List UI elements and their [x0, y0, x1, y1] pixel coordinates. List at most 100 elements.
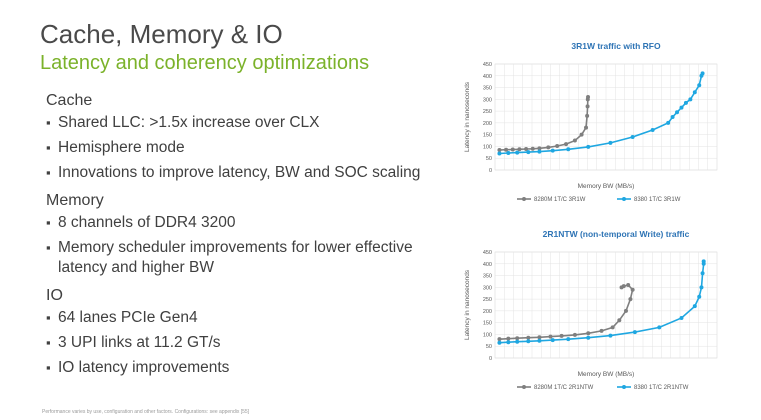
chart-2r1ntw-y-tick-label: 150 [483, 321, 492, 327]
slide-subtitle: Latency and coherency optimizations [40, 52, 370, 74]
chart-3r1w-data-point [697, 83, 702, 88]
chart-2r1ntw-data-point [657, 325, 662, 330]
chart-2r1ntw-data-point [550, 338, 555, 343]
chart-3r1w-y-tick-label: 100 [483, 144, 492, 150]
chart-3r1w-y-tick-label: 200 [483, 121, 492, 127]
chart-3r1w-x-axis-label: Memory BW (MB/s) [578, 183, 635, 190]
chart-2r1ntw-data-point [692, 304, 697, 309]
chart-2r1ntw-data-point [586, 331, 591, 336]
chart-3r1w-data-point [579, 132, 584, 137]
chart-3r1w-data-point [515, 150, 520, 155]
chart-2r1ntw-data-point [586, 335, 591, 340]
chart-3r1w-legend-entry-1: 8380 1T/C 3R1W [634, 197, 681, 203]
chart-2r1ntw-data-point [559, 333, 564, 338]
bullet-item: 8 channels of DDR4 3200 [46, 213, 426, 233]
chart-3r1w-y-tick-label: 250 [483, 109, 492, 115]
chart-2r1ntw-data-point [619, 285, 624, 290]
chart-3r1w-y-tick-label: 150 [483, 133, 492, 139]
chart-2r1ntw-data-point [699, 285, 704, 290]
chart-3r1w-legend-entry-0: 8280M 1T/C 3R1W [534, 197, 586, 203]
chart-2r1ntw-data-point [506, 340, 511, 345]
chart-2r1ntw-legend-entry-1: 8380 1T/C 2R1NTW [634, 385, 689, 391]
chart-2r1ntw: 2R1NTW (non-temporal Write) traffic 0 50 10… [445, 224, 735, 391]
chart-2r1ntw-y-tick-label: 300 [483, 285, 492, 291]
chart-2r1ntw-y-tick-label: 250 [483, 297, 492, 303]
chart-2r1ntw-data-point [515, 339, 520, 344]
chart-2r1ntw-data-point [626, 282, 631, 287]
chart-2r1ntw-data-point [537, 338, 542, 343]
chart-3r1w-y-axis-label: Latency in nanoseconds [464, 81, 471, 152]
chart-3r1w-data-point [526, 150, 531, 155]
chart-3r1w-data-point [586, 144, 591, 149]
chart-3r1w-data-point [584, 125, 589, 130]
chart-2r1ntw-data-point [572, 332, 577, 337]
chart-3r1w-legend-marker-1 [622, 197, 626, 201]
chart-3r1w-data-point [497, 147, 502, 152]
chart-3r1w-data-point [530, 146, 535, 151]
chart-2r1ntw-y-tick-label: 400 [483, 262, 492, 268]
chart-3r1w-data-point [524, 147, 529, 152]
chart-3r1w-data-point [510, 147, 515, 152]
chart-3r1w-svg: 3R1W traffic with RFO 0 50 100 150 200 250 300 3… [464, 41, 718, 203]
chart-3r1w-data-point [692, 90, 697, 95]
chart-3r1w-legend-marker-0 [522, 197, 526, 201]
chart-3r1w-y-tick-label: 0 [489, 168, 492, 174]
bullet-item: 3 UPI links at 11.2 GT/s [46, 333, 426, 353]
chart-2r1ntw-data-point [497, 340, 502, 345]
chart-2r1ntw-legend-marker-1 [622, 385, 626, 389]
chart-2r1ntw-y-tick-label: 50 [486, 344, 492, 350]
chart-2r1ntw-data-point [628, 297, 633, 302]
chart-3r1w-data-point [506, 151, 511, 156]
chart-3r1w-data-point [650, 127, 655, 132]
chart-3r1w-data-point [564, 142, 569, 147]
chart-2r1ntw-data-point [632, 330, 637, 335]
chart-3r1w-data-point [504, 147, 509, 152]
chart-2r1ntw-data-point [506, 336, 511, 341]
chart-2r1ntw-data-point [623, 308, 628, 313]
chart-3r1w: 3R1W traffic with RFO 0 50 100 150 200 250 300 3… [445, 36, 735, 203]
chart-3r1w-title: 3R1W traffic with RFO [571, 41, 661, 51]
chart-3r1w-data-point [675, 110, 680, 115]
chart-2r1ntw-data-point [610, 325, 615, 330]
chart-3r1w-data-point [683, 100, 688, 105]
chart-2r1ntw-data-point [526, 335, 531, 340]
chart-3r1w-y-tick-label: 50 [486, 156, 492, 162]
slide-title: Cache, Memory & IO [40, 19, 283, 49]
chart-3r1w-data-point [688, 97, 693, 102]
section-heading-memory: Memory [46, 192, 104, 209]
bullet-item: 64 lanes PCIe Gen4 [46, 308, 426, 328]
chart-3r1w-data-point [497, 151, 502, 156]
chart-3r1w-data-point [608, 140, 613, 145]
chart-2r1ntw-data-point [497, 337, 502, 342]
chart-3r1w-data-point [566, 147, 571, 152]
chart-2r1ntw-data-point [566, 337, 571, 342]
chart-3r1w-data-point [572, 138, 577, 143]
chart-2r1ntw-svg: 2R1NTW (non-temporal Write) traffic 0 50 10… [464, 229, 718, 391]
chart-3r1w-data-point [670, 115, 675, 119]
chart-2r1ntw-legend-marker-0 [522, 385, 526, 389]
chart-2r1ntw-data-point [697, 294, 702, 299]
chart-2r1ntw-y-tick-label: 350 [483, 274, 492, 280]
chart-2r1ntw-data-point [599, 328, 604, 333]
chart-3r1w-data-point [550, 148, 555, 153]
chart-3r1w-data-point [666, 120, 671, 125]
chart-3r1w-y-tick-label: 300 [483, 97, 492, 103]
chart-2r1ntw-x-axis-label: Memory BW (MB/s) [578, 371, 635, 378]
chart-3r1w-series-line-1 [499, 73, 704, 155]
chart-3r1w-data-point [700, 71, 705, 76]
chart-2r1ntw-data-point [679, 315, 684, 320]
chart-3r1w-data-point [517, 147, 522, 152]
bullet-item: Shared LLC: >1.5x increase over CLX [46, 113, 426, 133]
chart-2r1ntw-data-point [608, 333, 613, 338]
bullet-item: IO latency improvements [46, 358, 426, 378]
chart-3r1w-data-point [630, 135, 635, 140]
section-heading-cache: Cache [46, 92, 93, 109]
chart-2r1ntw-data-point [526, 339, 531, 344]
chart-2r1ntw-data-point [617, 318, 622, 323]
chart-2r1ntw-legend-entry-0: 8280M 1T/C 2R1NTW [534, 385, 594, 391]
bullet-item: Memory scheduler improvements for lower … [46, 238, 426, 278]
chart-2r1ntw-y-tick-label: 200 [483, 309, 492, 315]
chart-3r1w-y-tick-label: 350 [483, 86, 492, 92]
chart-3r1w-data-point [586, 94, 591, 99]
chart-2r1ntw-data-point [701, 259, 706, 264]
